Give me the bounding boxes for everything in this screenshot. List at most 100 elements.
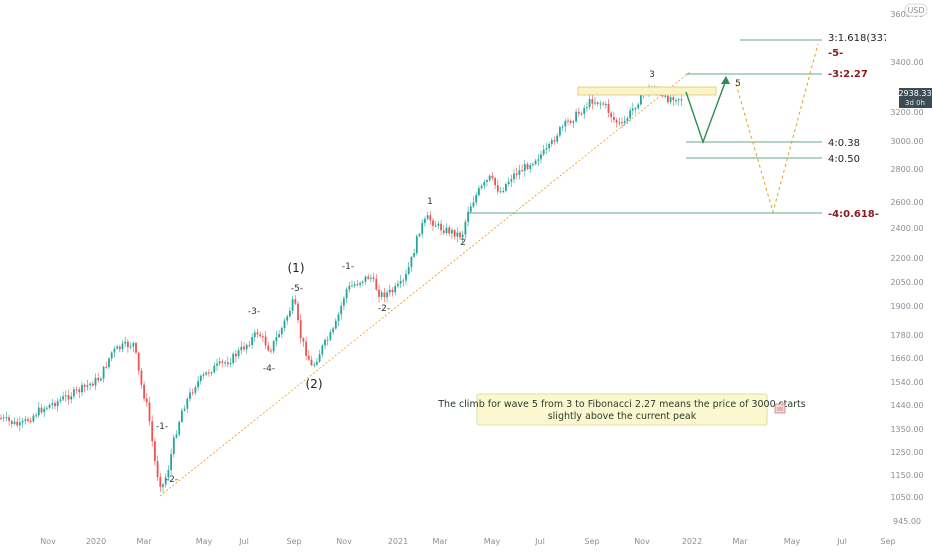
y-tick-label: 3200.00 [890,108,923,117]
candle-body [202,374,205,376]
candle-body [129,346,132,348]
y-tick-label: 2050.00 [890,278,923,287]
candle-body [256,332,259,335]
candle-body [667,95,669,103]
candle-body [329,332,332,340]
candle-body [86,385,89,387]
candle-body [629,110,631,119]
candle-body [494,178,496,186]
candle-body [78,389,81,393]
candle-body [286,316,289,321]
candle-body [24,419,27,421]
candle-body [426,215,429,219]
candle-body [189,392,191,399]
candle-body [221,361,224,363]
y-tick-label: 2200.00 [890,254,923,263]
candle-body [218,361,221,364]
current-price-value: 2938.33 [898,89,931,98]
candle-body [596,102,599,104]
candle-body [124,341,127,344]
candle-body [515,173,518,175]
y-tick-label: 3000.00 [890,137,923,146]
candle-body [13,421,16,424]
fibonacci-labels: 3:1.618(3370) -5- -3:2.27 4:0.38 4:0.50 -4:0.… [828,33,900,220]
candle-body [677,99,680,101]
candle-body [486,180,488,182]
candle-body [294,299,297,304]
candle-body [621,122,623,124]
projection-dashed-path[interactable] [735,43,819,214]
note-icon[interactable] [774,403,786,414]
candle-body [672,97,675,101]
candle-body [167,470,170,478]
candle-body [599,103,602,105]
candle-body [459,232,461,238]
wave-label: -2- [166,475,178,485]
candle-body [21,420,24,423]
candle-body [267,345,270,351]
candle-body [37,407,40,416]
candle-body [561,126,564,128]
candle-body [116,346,118,349]
candle-body [391,289,394,293]
candle-body [502,191,505,193]
wave-label: -1- [156,422,168,432]
candle-body [437,223,440,226]
candle-body [607,104,610,113]
candle-body [469,206,472,212]
candle-body [305,341,307,356]
wave-labels: (1) (2) -5- -3- -4- -1- -2- -1- -2- 1 2 3 5 [156,70,741,485]
candle-body [127,341,129,348]
candle-body [291,299,294,311]
candle-body [505,183,507,192]
candle-body [413,253,415,257]
candle-body [91,383,94,386]
time-axis[interactable]: Nov 2020 Mar May Jul Sep Nov 2021 Mar May Jul Sep No… [0,532,896,550]
candle-body [19,422,21,426]
note-box[interactable]: The climb for wave 5 from 3 to Fibonacci… [437,393,806,426]
candle-body [415,236,418,254]
candle-body [208,372,210,374]
candle-body [56,401,59,407]
candle-body [216,363,218,366]
candle-body [594,102,596,104]
projection-wave-4-5[interactable] [685,79,727,145]
y-tick-label: 2400.00 [890,224,923,233]
candle-body [575,111,577,122]
candle-body [94,377,97,386]
candle-body [631,108,634,111]
candle-body [132,343,135,347]
x-tick-label: Jul [836,537,847,546]
candle-body [118,346,121,350]
y-tick-label: 1660.00 [890,354,923,363]
candle-body [35,415,37,417]
candle-body [245,344,248,350]
candle-body [29,420,32,422]
currency-badge[interactable]: USD [904,3,928,17]
candle-body [280,328,283,335]
candle-body [532,163,534,166]
wave-label: -5- [291,284,303,294]
candle-body [602,103,604,105]
candle-body [405,273,407,281]
candle-body [97,377,100,381]
price-axis[interactable]: 945.00 1050.00 1150.00 1250.00 1350.00 1440.0… [886,0,932,550]
wave-label: -4- [263,364,275,374]
y-tick-label: 2600.00 [890,198,923,207]
candle-body [105,366,108,368]
x-tick-label: May [484,537,501,546]
candle-body [0,418,2,419]
candle-body [302,338,305,342]
candle-body [383,292,386,298]
candle-body [178,421,181,435]
candle-body [478,188,480,195]
candle-body [299,320,302,339]
candle-body [453,229,456,237]
resistance-zone[interactable] [577,86,717,96]
candle-body [586,107,588,109]
candle-body [27,419,29,421]
trendline[interactable] [159,71,691,497]
candle-body [46,407,48,409]
